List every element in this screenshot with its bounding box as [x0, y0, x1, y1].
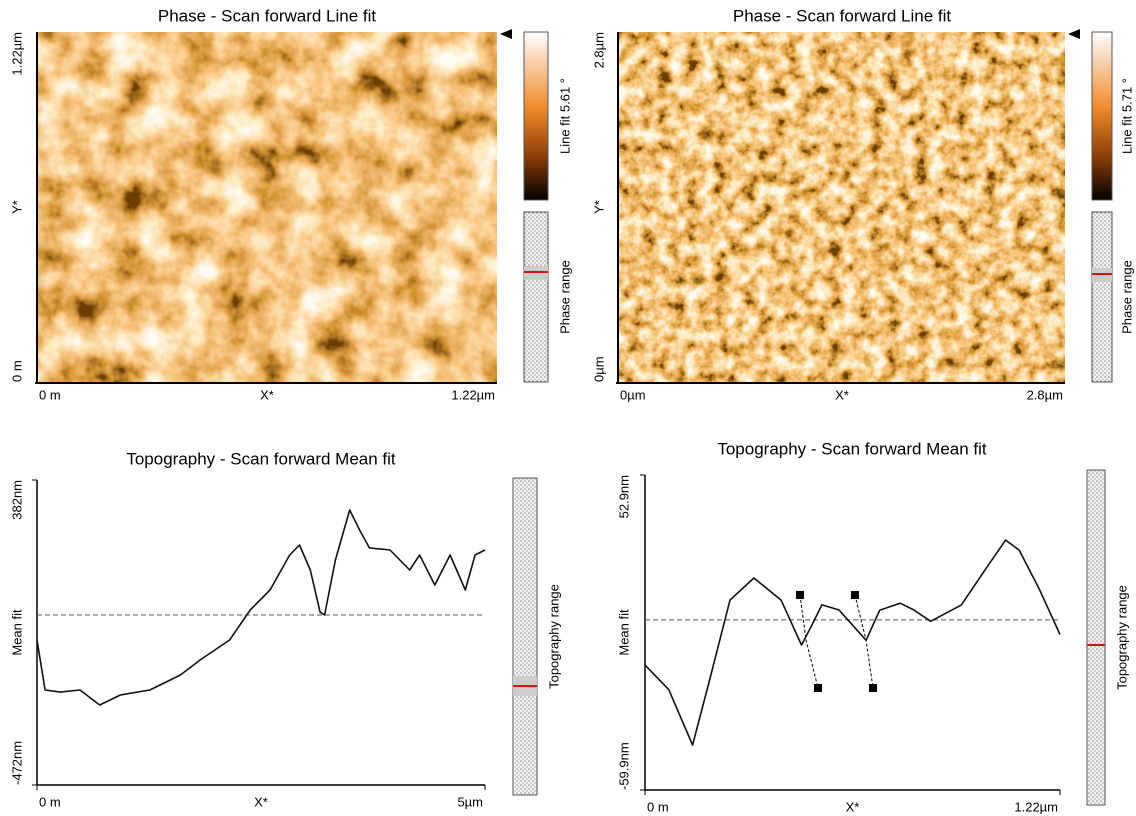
cursor	[799, 594, 819, 689]
x-tick-label: 0 m	[647, 799, 669, 814]
y-tick-label: 0 m	[9, 360, 24, 382]
range-label: Phase range	[557, 260, 572, 334]
x-tick-label: 2.8µm	[1027, 387, 1063, 402]
y-label: Mean fit	[616, 609, 631, 656]
panel-title: Phase - Scan forward Line fit	[733, 6, 952, 25]
x-label: X*	[254, 794, 268, 809]
x-tick-label: 0 m	[39, 794, 61, 809]
x-tick-label: 0µm	[620, 387, 646, 402]
phase-image	[37, 32, 497, 382]
y-label: Y*	[9, 200, 24, 214]
x-tick-label: 5µm	[457, 794, 483, 809]
marker-arrow	[1068, 29, 1080, 39]
panel-title: Phase - Scan forward Line fit	[158, 6, 377, 25]
y-tick-label: -472nm	[9, 741, 24, 785]
range-bar	[523, 211, 549, 383]
cursor-handles	[796, 591, 877, 692]
cursor-handle	[851, 591, 859, 599]
y-tick-label: -59.9nm	[616, 742, 631, 790]
chart-title: Topography - Scan forward Mean fit	[717, 439, 987, 458]
colorbar	[1091, 31, 1113, 201]
range-label: Topography range	[546, 584, 561, 689]
range-bar	[512, 477, 538, 796]
colorbar	[523, 31, 549, 201]
x-tick-label: 0 m	[39, 387, 61, 402]
cursor-handle	[814, 684, 822, 692]
cursor-handle	[796, 591, 804, 599]
marker-arrow	[500, 29, 512, 39]
y-tick-label: 0µm	[591, 356, 606, 382]
x-tick-label: 1.22µm	[1014, 799, 1058, 814]
range-bar	[1086, 469, 1106, 806]
range-label: Topography range	[1114, 585, 1129, 690]
range-label: Phase range	[1119, 260, 1134, 334]
profile-line	[36, 509, 486, 706]
y-tick-label: 382nm	[9, 480, 24, 520]
x-tick-label: 1.22µm	[451, 387, 495, 402]
y-tick-label: 52.9nm	[616, 475, 631, 518]
range-bar	[1091, 211, 1113, 383]
y-label: Y*	[591, 200, 606, 214]
cursor-handle	[869, 684, 877, 692]
x-label: X*	[846, 799, 860, 814]
cursor	[854, 594, 874, 689]
y-tick-label: 2.8µm	[591, 32, 606, 68]
x-label: X*	[835, 387, 849, 402]
y-tick-label: 1.22µm	[9, 32, 24, 76]
profile-line	[644, 539, 1061, 746]
chart-title: Topography - Scan forward Mean fit	[126, 449, 396, 468]
phase-image	[618, 32, 1065, 382]
y-label: Mean fit	[9, 609, 24, 656]
colorbar-label: Line fit 5.71 °	[1119, 78, 1134, 154]
colorbar-label: Line fit 5.61 °	[557, 78, 572, 154]
x-label: X*	[260, 387, 274, 402]
